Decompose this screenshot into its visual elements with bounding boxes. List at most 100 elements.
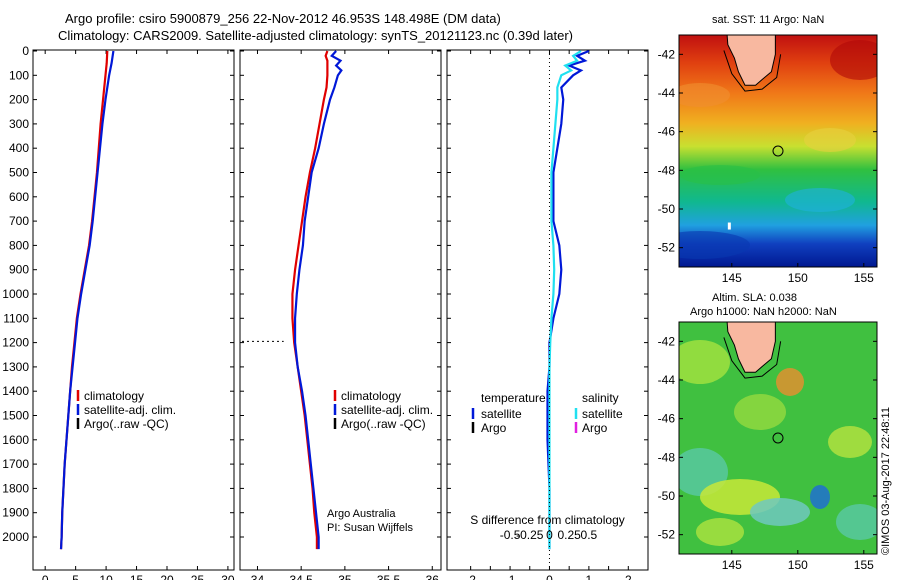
sst-missing-pixel xyxy=(727,222,731,230)
map-y-tick-label: -42 xyxy=(658,47,676,61)
sst-blotch xyxy=(785,188,855,212)
sla-blotch xyxy=(810,485,830,509)
y-tick-label: 200 xyxy=(9,93,29,107)
map-y-tick-label: -48 xyxy=(658,163,676,177)
land-tasmania xyxy=(726,35,776,86)
sla-map-title-1: Altim. SLA: 0.038 xyxy=(712,292,797,304)
map-x-tick-label: 150 xyxy=(788,558,808,572)
y-tick-label: 1600 xyxy=(2,433,29,447)
map-y-tick-label: -52 xyxy=(658,241,676,255)
legend-label: Argo(..raw -QC) xyxy=(84,417,169,431)
land-tasmania xyxy=(726,322,776,373)
x-tick-label: 15 xyxy=(130,573,144,580)
y-tick-label: 100 xyxy=(9,68,29,82)
map-y-tick-label: -44 xyxy=(658,373,676,387)
secondary-x-tick-label: -0.5 xyxy=(500,528,521,542)
plot-frame-1 xyxy=(32,49,235,571)
sla-blotch xyxy=(776,368,804,396)
map-y-tick-label: -50 xyxy=(658,489,676,503)
y-tick-label: 1500 xyxy=(2,409,29,423)
x-tick-label: 0 xyxy=(546,573,553,580)
map-x-tick-label: 145 xyxy=(722,271,742,285)
map-y-tick-label: -44 xyxy=(658,86,676,100)
map-x-tick-label: 150 xyxy=(788,271,808,285)
legend-label: climatology xyxy=(341,389,401,403)
sla-blotch xyxy=(836,504,877,540)
sla-blotch xyxy=(828,426,872,458)
sst-blotch xyxy=(830,40,877,80)
x-tick-label: 34 xyxy=(251,573,265,580)
plot-frame-3 xyxy=(446,49,649,571)
map-y-tick-label: -46 xyxy=(658,125,676,139)
x-tick-label: 35 xyxy=(338,573,352,580)
legend-label: Argo(..raw -QC) xyxy=(341,417,426,431)
sst-map-title: sat. SST: 11 Argo: NaN xyxy=(712,14,825,26)
x-tick-label: 25 xyxy=(191,573,205,580)
x-tick-label: 1 xyxy=(586,573,593,580)
legend-heading: temperature xyxy=(481,391,546,405)
series-line-2-2 xyxy=(293,50,343,550)
y-tick-label: 400 xyxy=(9,141,29,155)
y-tick-label: 300 xyxy=(9,117,29,131)
sst-blotch xyxy=(679,83,730,107)
map-x-tick-label: 155 xyxy=(854,558,874,572)
x-tick-label: -2 xyxy=(465,573,476,580)
x-tick-label: 10 xyxy=(99,573,113,580)
legend-label: Argo xyxy=(481,421,507,435)
y-tick-label: 1400 xyxy=(2,384,29,398)
legend-label: satellite-adj. clim. xyxy=(341,403,433,417)
series-line-3-1 xyxy=(546,49,590,550)
plot-frame-2 xyxy=(239,49,442,571)
y-tick-label: 1200 xyxy=(2,336,29,350)
secondary-x-tick-label: -0.25 xyxy=(516,528,544,542)
y-tick-label: 800 xyxy=(9,238,29,252)
x-tick-label: 5 xyxy=(72,573,79,580)
legend-label: satellite xyxy=(481,407,522,421)
pi-note: PI: Susan Wijffels xyxy=(327,522,413,534)
sst-blotch xyxy=(804,128,856,152)
bathymetry-contour xyxy=(723,50,782,92)
x-tick-label: 2 xyxy=(625,573,632,580)
sla-map-title-2: Argo h1000: NaN h2000: NaN xyxy=(690,306,837,318)
x-tick-label: 30 xyxy=(221,573,235,580)
sst-blotch xyxy=(679,231,750,259)
y-tick-label: 500 xyxy=(9,166,29,180)
sla-blotch xyxy=(734,394,786,430)
sst-map-field xyxy=(679,35,877,267)
y-tick-label: 1300 xyxy=(2,360,29,374)
x-tick-label: 35.5 xyxy=(377,573,401,580)
y-tick-label: 0 xyxy=(22,44,29,58)
legend-heading: salinity xyxy=(582,391,619,405)
x-tick-label: 0 xyxy=(42,573,49,580)
y-tick-label: 1700 xyxy=(2,457,29,471)
map-x-tick-label: 145 xyxy=(722,558,742,572)
y-tick-label: 700 xyxy=(9,214,29,228)
y-tick-label: 1800 xyxy=(2,481,29,495)
legend-label: Argo xyxy=(582,421,608,435)
sla-blotch xyxy=(750,498,810,526)
map-y-tick-label: -50 xyxy=(658,202,676,216)
credit-text: ©IMOS 03-Aug-2017 22:48:11 xyxy=(880,407,892,555)
sst-map-frame xyxy=(678,34,878,268)
x-tick-label: -1 xyxy=(505,573,516,580)
legend-label: satellite xyxy=(582,407,623,421)
series-line-3-2 xyxy=(548,50,582,550)
bathymetry-contour xyxy=(723,337,782,379)
sla-map-field xyxy=(679,322,877,554)
map-y-tick-label: -42 xyxy=(658,334,676,348)
sla-blotch xyxy=(696,518,744,546)
argo-australia-note: Argo Australia xyxy=(327,508,396,520)
secondary-x-tick-label: 0 xyxy=(546,528,553,542)
legend-label: satellite-adj. clim. xyxy=(84,403,176,417)
secondary-x-tick-label: 0.5 xyxy=(581,528,598,542)
secondary-x-tick-label: 0.25 xyxy=(557,528,581,542)
map-y-tick-label: -48 xyxy=(658,450,676,464)
y-tick-label: 1100 xyxy=(3,311,29,325)
secondary-x-axis-label: S difference from climatology xyxy=(470,513,625,527)
x-tick-label: 34.5 xyxy=(289,573,313,580)
chart-title-line-2: Climatology: CARS2009. Satellite-adjuste… xyxy=(58,28,573,43)
series-line-1-2 xyxy=(59,50,115,550)
x-tick-label: 20 xyxy=(160,573,174,580)
map-y-tick-label: -46 xyxy=(658,412,676,426)
